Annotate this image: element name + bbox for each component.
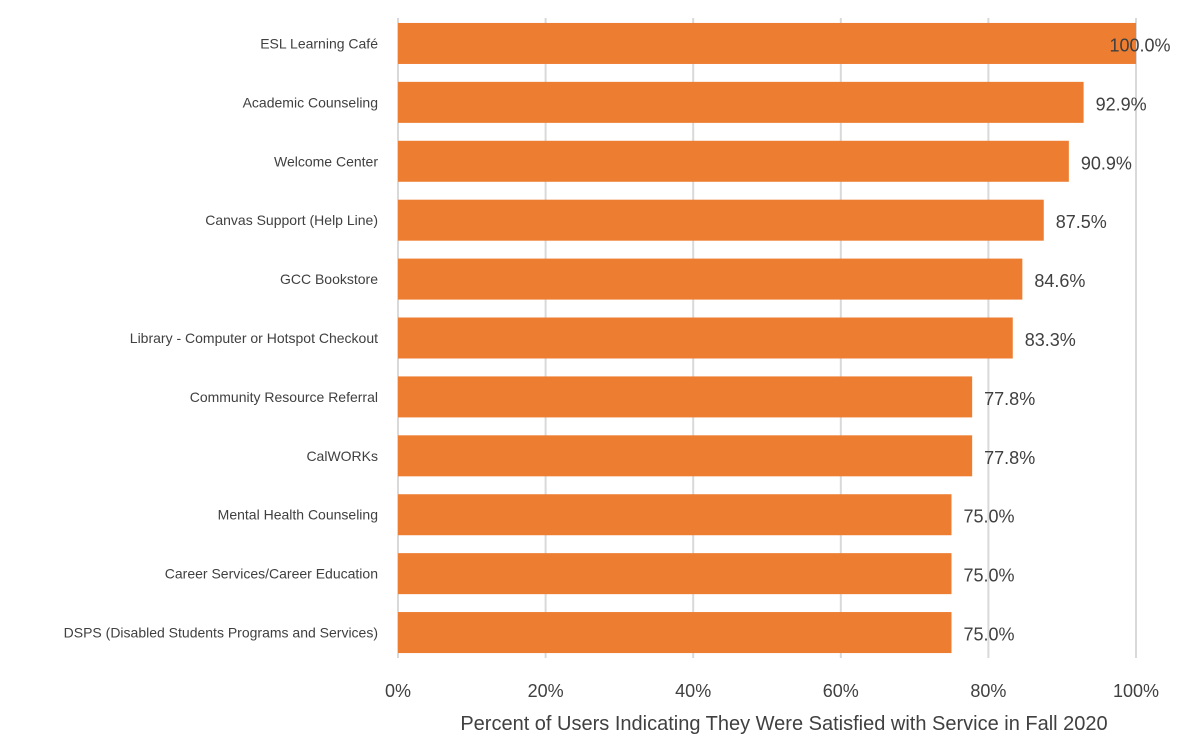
- category-label: Library - Computer or Hotspot Checkout: [130, 330, 378, 346]
- bar: [398, 376, 973, 418]
- data-label: 77.8%: [984, 389, 1035, 409]
- bar: [398, 140, 1069, 182]
- category-label: Welcome Center: [274, 153, 378, 169]
- bar: [398, 435, 973, 477]
- data-label: 75.0%: [964, 507, 1015, 527]
- category-label: Mental Health Counseling: [218, 507, 378, 523]
- data-label: 75.0%: [964, 625, 1015, 645]
- x-tick-label: 60%: [823, 681, 859, 701]
- category-label: DSPS (Disabled Students Programs and Ser…: [64, 625, 378, 641]
- data-label: 83.3%: [1025, 330, 1076, 350]
- category-label: CalWORKs: [306, 448, 378, 464]
- bar: [398, 317, 1013, 359]
- category-label: Academic Counseling: [243, 94, 378, 110]
- bar: [398, 494, 952, 536]
- data-label: 75.0%: [964, 566, 1015, 586]
- bar: [398, 81, 1084, 123]
- x-tick-labels: 0% 20% 40% 60% 80% 100%: [385, 681, 1159, 701]
- x-tick-label: 0%: [385, 681, 411, 701]
- data-label: 100.0%: [1109, 35, 1170, 55]
- bar: [398, 258, 1023, 300]
- data-label: 90.9%: [1081, 153, 1132, 173]
- data-labels: 100.0% 92.9% 90.9% 87.5% 84.6% 83.3% 77.8% 77.8…: [964, 35, 1171, 644]
- category-label: Canvas Support (Help Line): [205, 212, 378, 228]
- x-tick-label: 20%: [528, 681, 564, 701]
- data-label: 87.5%: [1056, 212, 1107, 232]
- data-label: 77.8%: [984, 448, 1035, 468]
- category-label: Community Resource Referral: [190, 389, 378, 405]
- bar: [398, 199, 1044, 241]
- x-tick-label: 40%: [675, 681, 711, 701]
- bar: [398, 612, 952, 654]
- category-labels: ESL Learning Café Academic Counseling Welc…: [64, 35, 379, 640]
- x-axis-title: Percent of Users Indicating They Were Sa…: [460, 713, 1107, 735]
- data-label: 84.6%: [1034, 271, 1085, 291]
- x-tick-label: 80%: [970, 681, 1006, 701]
- x-tick-label: 100%: [1113, 681, 1159, 701]
- bars: [398, 22, 1136, 654]
- category-label: GCC Bookstore: [280, 271, 378, 287]
- bar: [398, 553, 952, 595]
- category-label: ESL Learning Café: [260, 35, 378, 51]
- category-label: Career Services/Career Education: [165, 566, 378, 582]
- bar: [398, 22, 1136, 64]
- data-label: 92.9%: [1096, 94, 1147, 114]
